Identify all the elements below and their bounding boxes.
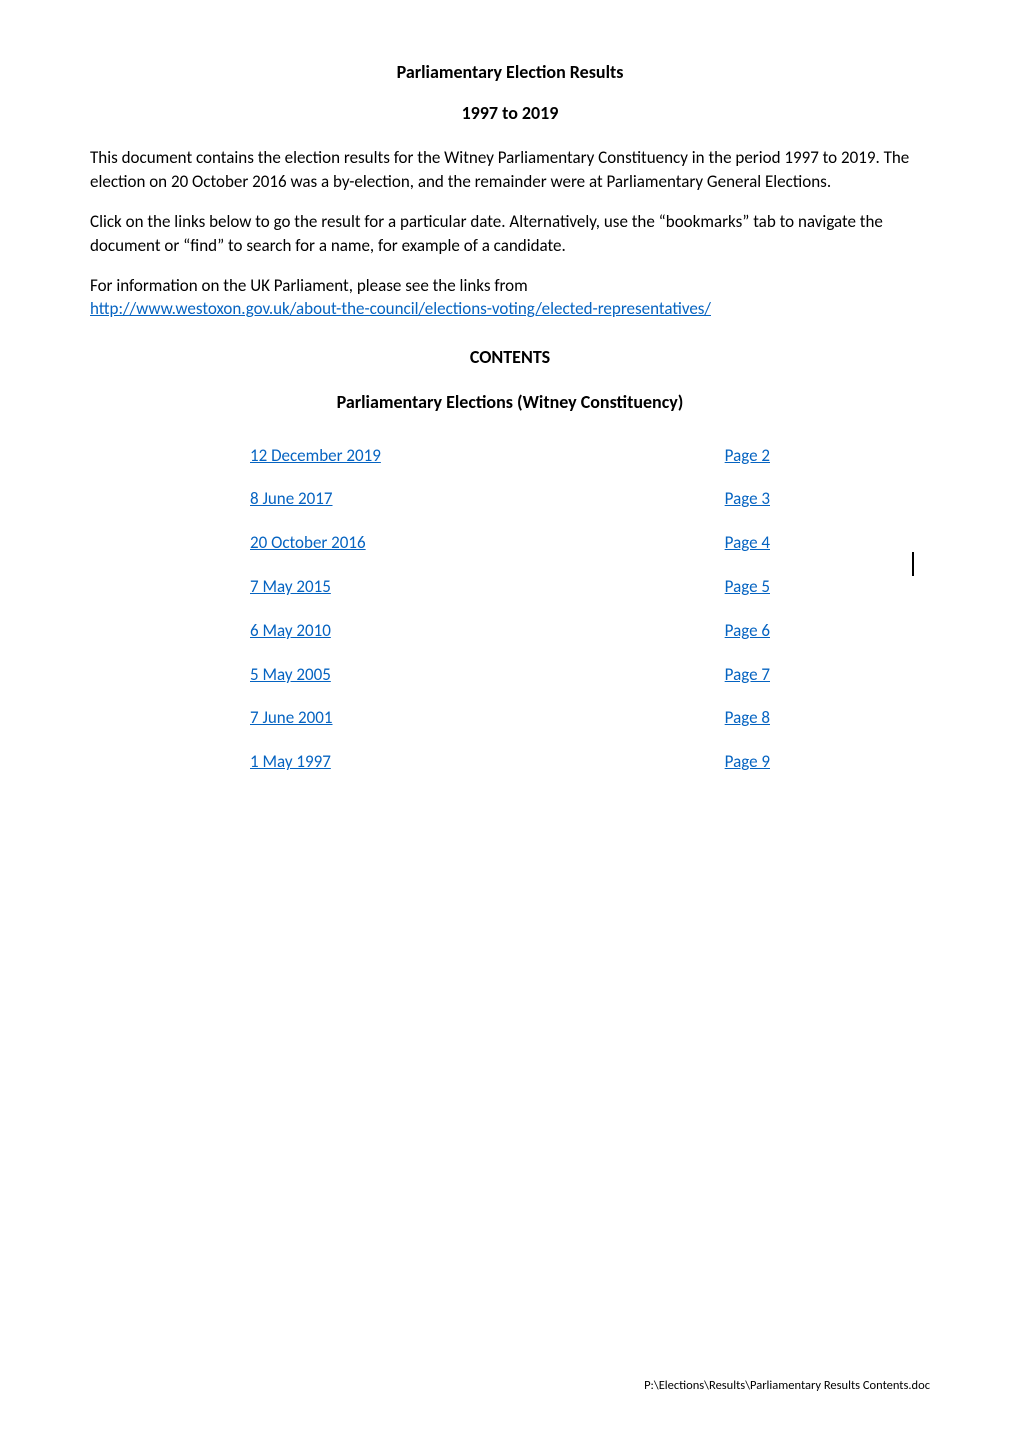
contents-heading: CONTENTS	[90, 345, 930, 370]
toc-row: 1 May 1997 Page 9	[250, 750, 770, 774]
revision-mark-icon	[912, 552, 914, 576]
contents-subheading: Parliamentary Elections (Witney Constitu…	[90, 390, 930, 415]
toc-date-link[interactable]: 20 October 2016	[250, 531, 366, 555]
toc-date-link[interactable]: 6 May 2010	[250, 619, 331, 643]
toc-row: 5 May 2005 Page 7	[250, 663, 770, 687]
date-range-title: 1997 to 2019	[90, 101, 930, 126]
table-of-contents: 12 December 2019 Page 2 8 June 2017 Page…	[250, 444, 770, 774]
toc-row: 6 May 2010 Page 6	[250, 619, 770, 643]
toc-page-link[interactable]: Page 5	[725, 575, 770, 599]
toc-row: 8 June 2017 Page 3	[250, 487, 770, 511]
toc-date-link[interactable]: 1 May 1997	[250, 750, 331, 774]
toc-date-link[interactable]: 5 May 2005	[250, 663, 331, 687]
intro-paragraph: This document contains the election resu…	[90, 146, 930, 194]
toc-page-link[interactable]: Page 3	[725, 487, 770, 511]
info-paragraph: For information on the UK Parliament, pl…	[90, 274, 930, 322]
toc-row: 12 December 2019 Page 2	[250, 444, 770, 468]
toc-page-link[interactable]: Page 2	[725, 444, 770, 468]
info-prefix-text: For information on the UK Parliament, pl…	[90, 275, 528, 296]
toc-date-link[interactable]: 7 May 2015	[250, 575, 331, 599]
page-title: Parliamentary Election Results	[90, 60, 930, 85]
toc-date-link[interactable]: 12 December 2019	[250, 444, 381, 468]
toc-page-link[interactable]: Page 7	[725, 663, 770, 687]
parliament-info-link[interactable]: http://www.westoxon.gov.uk/about-the-cou…	[90, 298, 711, 319]
navigation-hint-paragraph: Click on the links below to go the resul…	[90, 210, 930, 258]
toc-row: 7 May 2015 Page 5	[250, 575, 770, 599]
toc-page-link[interactable]: Page 9	[725, 750, 770, 774]
toc-row: 7 June 2001 Page 8	[250, 706, 770, 730]
footer-file-path: P:\Elections\Results\Parliamentary Resul…	[644, 1377, 930, 1395]
toc-page-link[interactable]: Page 4	[725, 531, 770, 555]
toc-date-link[interactable]: 7 June 2001	[250, 706, 333, 730]
toc-date-link[interactable]: 8 June 2017	[250, 487, 333, 511]
toc-page-link[interactable]: Page 6	[725, 619, 770, 643]
toc-row: 20 October 2016 Page 4	[250, 531, 770, 555]
toc-page-link[interactable]: Page 8	[725, 706, 770, 730]
